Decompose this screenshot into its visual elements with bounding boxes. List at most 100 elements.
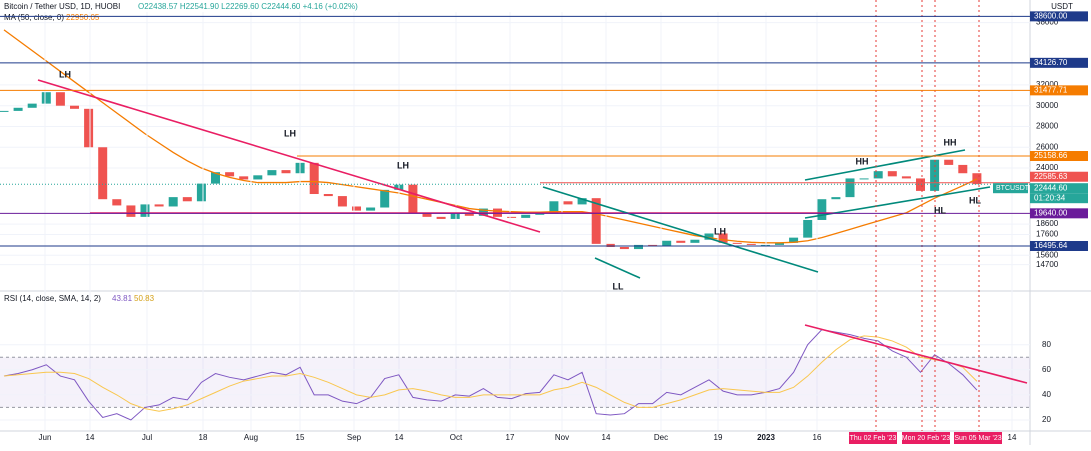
symbol-title: Bitcoin / Tether USD, 1D, HUOBI (4, 2, 120, 11)
price-tag (1030, 11, 1088, 22)
event-lines (875, 0, 980, 431)
date-tag (954, 432, 1002, 444)
countdown-tag (1030, 193, 1088, 204)
ohlc: O22438.57 H22541.90 L22269.60 C22444.60 … (138, 2, 358, 11)
candle (591, 198, 601, 244)
pattern-label: HH (856, 156, 869, 166)
candle (690, 239, 700, 243)
candle (873, 171, 883, 179)
candle (478, 208, 488, 216)
candle (239, 176, 249, 180)
candle (944, 159, 954, 165)
candle (41, 92, 51, 104)
rsi-value: 43.81 (112, 294, 133, 303)
date-tag-label: Sun 05 Mar '23 (954, 435, 1001, 442)
legend: Bitcoin / Tether USD, 1D, HUOBI O22438.5… (4, 2, 1073, 303)
y-tick-label: 38000 (1036, 18, 1059, 27)
rsi-line (3, 335, 978, 412)
price-tag-label: 34126.70 (1034, 58, 1068, 67)
y-tick-label: 30000 (1036, 101, 1059, 110)
rsi-sma-value: 50.83 (134, 294, 155, 303)
y-tick-label: 20 (1042, 415, 1051, 424)
x-tick-label: 2023 (757, 433, 775, 442)
candle (676, 240, 686, 243)
candle (901, 176, 911, 179)
candle (831, 197, 841, 200)
candle (112, 199, 122, 206)
candle (775, 242, 784, 245)
candle (154, 204, 164, 207)
x-tick-label: 14 (86, 433, 95, 442)
y-tick-label: 18600 (1036, 219, 1059, 228)
candle (84, 108, 94, 148)
candle (211, 172, 220, 184)
candle (549, 201, 559, 214)
x-tick-label: Jun (39, 433, 52, 442)
candle (13, 107, 23, 111)
price-tag (1030, 151, 1088, 162)
candle (577, 198, 587, 205)
y-tick-label: 60 (1042, 365, 1051, 374)
y-tick-label: 32000 (1036, 80, 1059, 89)
candle (464, 213, 474, 216)
candle (253, 175, 263, 180)
candle (323, 194, 333, 197)
date-tag (902, 432, 950, 444)
candle (352, 206, 361, 211)
date-tag-label: Thu 02 Feb '23 (850, 435, 897, 442)
candle (366, 207, 376, 211)
candle (281, 170, 291, 174)
candle (408, 184, 418, 213)
trendline (542, 186, 819, 273)
pattern-label: HH (944, 137, 957, 147)
price-tag-label: 25158.66 (1034, 151, 1068, 160)
x-tick-label: 19 (714, 433, 723, 442)
x-tick-label: Jul (142, 433, 152, 442)
candle (704, 233, 714, 240)
rsi-band (0, 357, 1030, 408)
candle (662, 240, 672, 246)
ma-line (3, 29, 978, 244)
candle (817, 199, 827, 220)
candle (746, 243, 756, 245)
candle (803, 219, 813, 238)
x-tick-label: 14 (602, 433, 611, 442)
countdown: 01:20:34 (1034, 193, 1066, 202)
axis-unit: USDT (1051, 2, 1073, 11)
candle (126, 205, 136, 217)
candle (70, 105, 79, 109)
channel-line (804, 149, 966, 181)
y-tick-label: 80 (1042, 340, 1051, 349)
pattern-label: LL (613, 281, 624, 291)
price-tag (1030, 208, 1088, 219)
x-tick-label: Dec (654, 433, 668, 442)
candle (760, 244, 770, 246)
candle (887, 171, 897, 177)
rsi-trendline (804, 324, 1028, 384)
date-tag-label: Mon 20 Feb '23 (902, 435, 951, 442)
candle (563, 201, 573, 205)
x-tick-label: 18 (199, 433, 208, 442)
price-tag (1030, 171, 1088, 182)
candle (267, 170, 277, 176)
candle (789, 237, 799, 243)
candle (450, 213, 460, 219)
candle (972, 173, 982, 185)
x-tick-label: 15 (296, 433, 305, 442)
candle (634, 244, 643, 250)
candle (521, 214, 531, 218)
candle (436, 216, 446, 219)
price-tag-label: 19640.00 (1034, 208, 1068, 217)
x-tick-label: 14 (395, 433, 404, 442)
candle (916, 178, 925, 191)
candle (182, 197, 192, 202)
candle (27, 103, 37, 108)
date-tag (849, 432, 897, 444)
ma-value: 22950.05 (66, 13, 100, 22)
candle (718, 233, 728, 243)
candle (196, 183, 206, 202)
candle (619, 246, 629, 250)
price-tag-label: 22585.63 (1034, 172, 1068, 181)
candle (535, 213, 545, 215)
